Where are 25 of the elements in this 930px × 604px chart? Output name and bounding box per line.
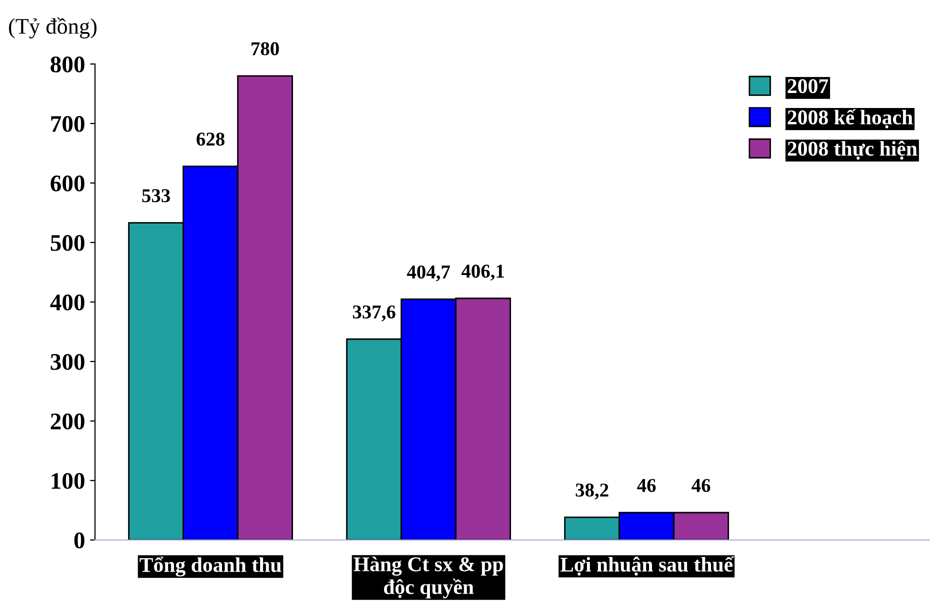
y-tick-label: 100	[52, 472, 84, 489]
legend-label: 2008 thực hiện	[788, 140, 918, 160]
y-tick-label: 300	[50, 354, 84, 370]
data-label: 406,1	[461, 264, 504, 281]
data-label: 533	[142, 189, 170, 202]
y-tick-label: 0	[74, 532, 84, 548]
y-tick-label: 200	[50, 413, 84, 430]
legend-label: 2007	[788, 79, 828, 94]
y-axis-title: (Tỷ đồng)	[8, 18, 97, 38]
y-tick-label: 700	[51, 116, 84, 132]
data-label: 404,7	[406, 265, 450, 282]
x-tick-label: Tổng doanh thu	[140, 556, 282, 576]
y-tick-label: 600	[50, 175, 84, 192]
y-tick-label: 800	[50, 56, 84, 72]
data-label: 46	[637, 478, 656, 492]
x-tick-label: Lợi nhuận sau thuế	[560, 556, 734, 576]
data-label: 628	[196, 132, 224, 146]
data-label: 46	[692, 478, 710, 492]
y-tick-label: 500	[50, 234, 84, 251]
data-label: 337,6	[352, 305, 396, 322]
data-label: 38,2	[576, 484, 608, 500]
legend-label: 2008 kế hoạch	[788, 109, 913, 128]
y-tick-label: 400	[50, 294, 84, 310]
data-label: 780	[252, 42, 279, 56]
x-tick-label: Hàng Ct sx & pp độc quyền	[354, 556, 503, 598]
